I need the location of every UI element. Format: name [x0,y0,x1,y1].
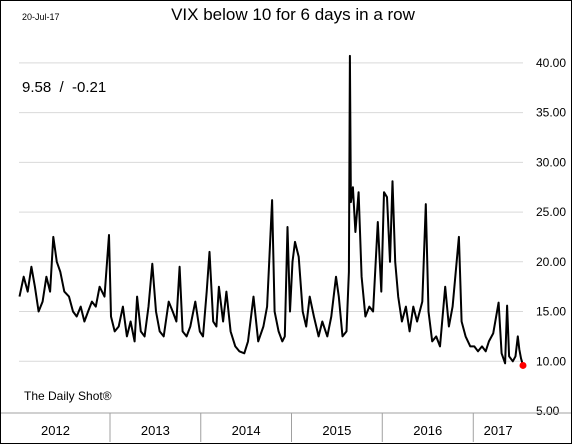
y-tick-label: 5.00 [536,404,560,418]
y-tick-label: 25.00 [536,205,566,219]
y-tick-label: 40.00 [536,56,566,70]
value-annotation: 9.58 / -0.21 [22,79,106,96]
date-label: 20-Jul-17 [22,12,60,22]
y-tick-label: 15.00 [536,305,566,319]
year-label: 2012 [41,423,70,438]
year-label: 2013 [141,423,170,438]
y-tick-label: 10.00 [536,354,566,368]
gridlines [19,62,523,362]
last-point-marker [519,361,527,369]
source-label: The Daily Shot® [24,389,112,403]
series-layer [18,54,527,369]
x-axis: 2012 2013 2014 2015 2016 2017 [1,412,571,442]
y-axis: 5.00 10.00 15.00 20.00 25.00 30.00 35.00 40.00 [536,56,566,418]
chart-title: VIX below 10 for 6 days in a row [171,5,416,24]
year-label: 2014 [232,423,261,438]
y-tick-label: 20.00 [536,255,566,269]
year-label: 2016 [413,423,442,438]
year-label: 2017 [484,423,513,438]
y-tick-label: 35.00 [536,106,566,120]
y-tick-label: 30.00 [536,155,566,169]
year-label: 2015 [322,423,351,438]
vix-series-line [18,54,524,366]
